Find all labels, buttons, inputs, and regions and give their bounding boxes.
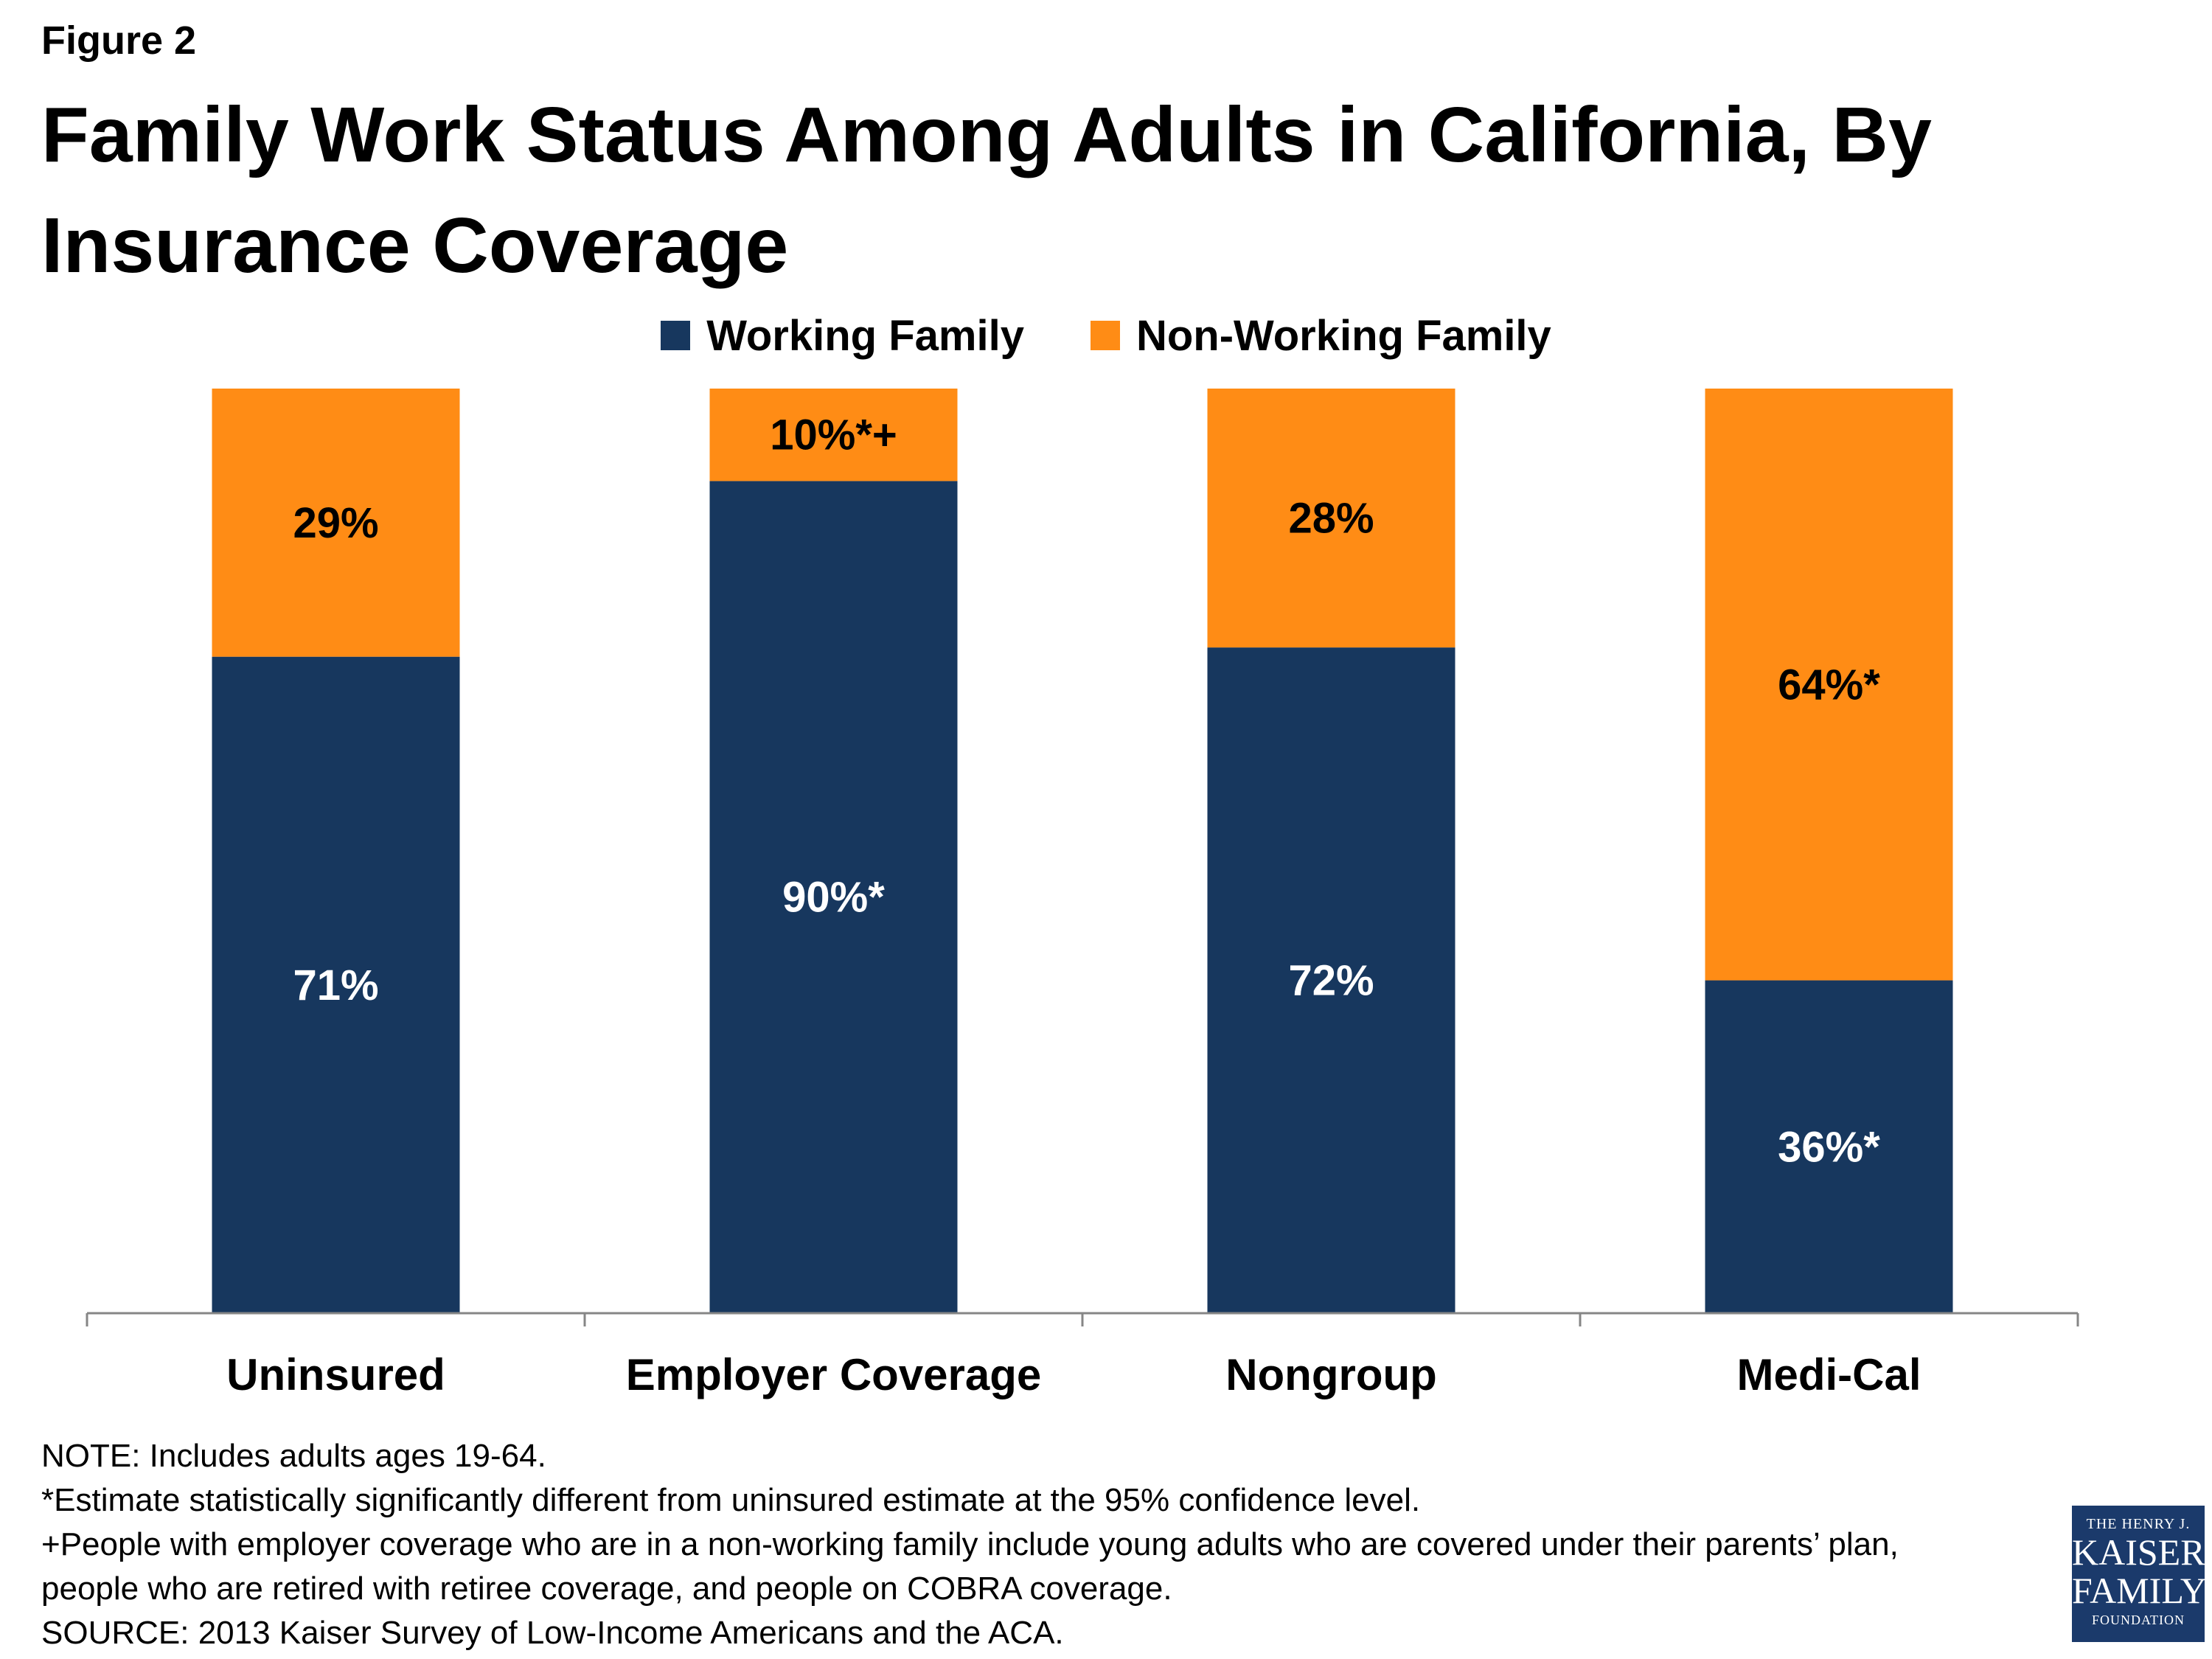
legend-label-working: Working Family xyxy=(706,311,1024,360)
note-line: NOTE: Includes adults ages 19-64. xyxy=(41,1438,546,1474)
data-label: 29% xyxy=(293,499,378,547)
figure-label: Figure 2 xyxy=(41,18,197,63)
legend-swatch-non-working xyxy=(1090,321,1120,350)
bar-non-working xyxy=(1207,389,1455,648)
data-label: 72% xyxy=(1288,957,1374,1005)
legend-item-working: Working Family xyxy=(661,311,1024,361)
bar-working xyxy=(1705,980,1953,1313)
data-label: 71% xyxy=(293,961,378,1009)
data-label: 36%* xyxy=(1778,1123,1880,1171)
bar-non-working xyxy=(1705,389,1953,981)
bar-non-working xyxy=(709,389,958,481)
data-label: 28% xyxy=(1288,495,1374,543)
data-label: 90%* xyxy=(782,874,885,922)
legend-label-non-working: Non-Working Family xyxy=(1135,311,1551,360)
bar-non-working xyxy=(212,389,460,657)
data-label: 10%*+ xyxy=(770,411,897,459)
note-line: people who are retired with retiree cove… xyxy=(41,1571,1172,1607)
category-label: Nongroup xyxy=(1225,1350,1437,1399)
note-line: *Estimate statistically significantly di… xyxy=(41,1482,1421,1518)
kaiser-logo: THE HENRY J. KAISER FAMILY FOUNDATION xyxy=(2072,1506,2207,1642)
bar-working xyxy=(212,656,460,1313)
category-label: Medi-Cal xyxy=(1736,1350,1921,1399)
bar-working xyxy=(709,481,958,1313)
legend-item-non-working: Non-Working Family xyxy=(1090,311,1551,361)
data-label: 64%* xyxy=(1778,661,1880,709)
legend-swatch-working xyxy=(661,321,691,350)
category-label: Uninsured xyxy=(226,1350,445,1399)
footnotes: NOTE: Includes adults ages 19-64. *Estim… xyxy=(41,1434,1899,1655)
legend: Working Family Non-Working Family xyxy=(0,310,2212,361)
bar-working xyxy=(1207,647,1455,1313)
note-line: +People with employer coverage who are i… xyxy=(41,1526,1899,1562)
source-line: SOURCE: 2013 Kaiser Survey of Low-Income… xyxy=(41,1615,1064,1651)
category-label: Employer Coverage xyxy=(626,1350,1042,1399)
chart-title: Family Work Status Among Adults in Calif… xyxy=(41,91,1932,289)
